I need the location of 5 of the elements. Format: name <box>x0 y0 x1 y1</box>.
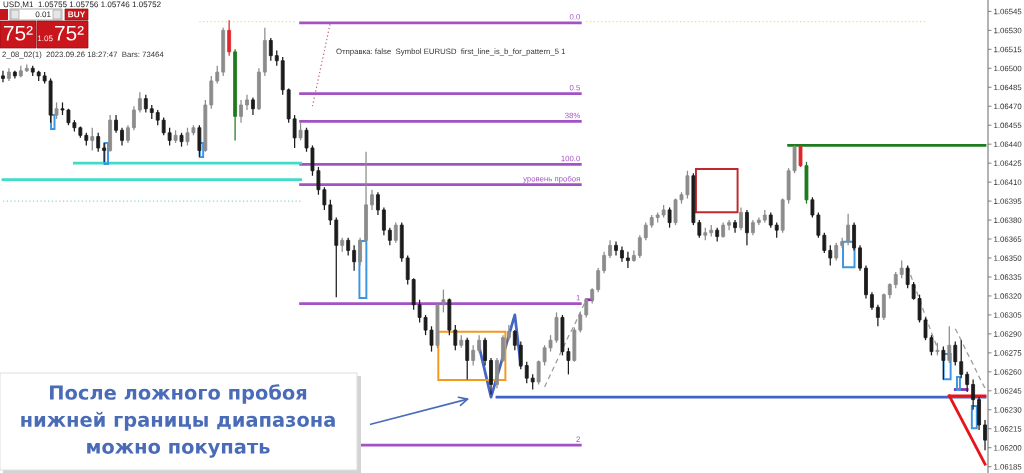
annotation: 75² <box>4 25 33 41</box>
annotation: USD,M1 1.05755 1.05756 1.05746 1.05752 <box>3 1 161 9</box>
annotation: 0.01 <box>35 11 51 18</box>
annotation: После ложного пробоя нижней границы диапазона можно покупать <box>21 384 335 458</box>
annotation: BUY <box>68 11 86 18</box>
